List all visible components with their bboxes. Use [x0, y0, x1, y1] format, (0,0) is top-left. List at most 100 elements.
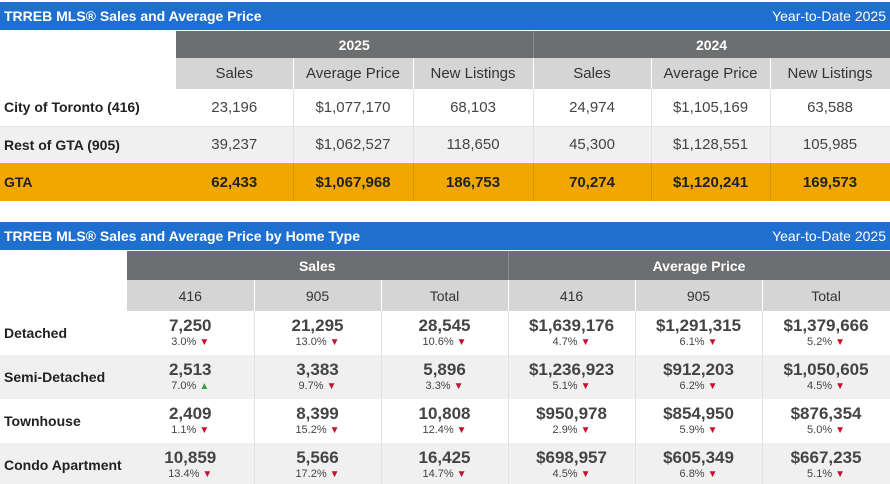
summary-period: Year-to-Date 2025 — [772, 8, 886, 24]
change-line: 5.2% ▼ — [763, 336, 890, 349]
cell-value: $1,050,605 — [783, 360, 869, 379]
table-cell: 10,859 13.4% ▼ — [127, 443, 255, 484]
triangle-down-icon: ▼ — [707, 381, 718, 392]
row-label: Condo Apartment — [0, 443, 127, 484]
triangle-down-icon: ▼ — [456, 337, 467, 348]
cell-value: $876,354 — [790, 404, 862, 423]
change-percent: 6.2% — [679, 380, 705, 392]
by-type-corner — [0, 251, 127, 311]
column-header: Sales — [176, 58, 294, 89]
summary-column-row: Sales Average Price New Listings Sales A… — [0, 58, 890, 89]
change-percent: 5.2% — [807, 336, 833, 348]
table-cell: 10,808 12.4% ▼ — [381, 399, 509, 443]
cell-value: 2,409 — [168, 404, 212, 423]
change-percent: 4.5% — [552, 468, 578, 480]
table-cell: $698,957 4.5% ▼ — [508, 443, 636, 484]
triangle-down-icon: ▼ — [707, 469, 718, 480]
row-label: Rest of GTA (905) — [0, 126, 176, 163]
triangle-down-icon: ▼ — [707, 337, 718, 348]
change-percent: 4.5% — [807, 380, 833, 392]
change-line: 13.4% ▼ — [127, 468, 254, 481]
table-row: Condo Apartment 10,859 13.4% ▼ 5,566 17.2% ▼ 16… — [0, 443, 890, 484]
table-cell: 8,399 15.2% ▼ — [254, 399, 382, 443]
cell-value: $912,203 — [663, 360, 734, 379]
table-cell: 7,250 3.0% ▼ — [127, 311, 255, 355]
change-line: 17.2% ▼ — [255, 468, 381, 481]
table-cell: $1,050,605 4.5% ▼ — [762, 355, 890, 399]
table-cell: 24,974 — [533, 89, 652, 127]
change-percent: 1.1% — [171, 424, 197, 436]
change-line: 4.7% ▼ — [509, 336, 635, 349]
cell-value: 3,383 — [296, 360, 339, 379]
change-percent: 13.4% — [168, 468, 200, 480]
table-cell: 45,300 — [533, 126, 652, 163]
table-cell: $854,950 5.9% ▼ — [635, 399, 763, 443]
summary-corner — [0, 31, 176, 89]
table-row: Detached 7,250 3.0% ▼ 21,295 13.0% ▼ 28,545 10.6… — [0, 311, 890, 355]
cell-value: 5,566 — [296, 448, 339, 467]
cell-value: $605,349 — [663, 448, 734, 467]
table-cell: 169,573 — [770, 163, 890, 201]
table-cell: 5,896 3.3% ▼ — [381, 355, 509, 399]
triangle-down-icon: ▼ — [199, 337, 210, 348]
change-line: 1.1% ▼ — [127, 424, 254, 437]
table-cell: 105,985 — [770, 126, 890, 163]
table-cell: $876,354 5.0% ▼ — [762, 399, 890, 443]
cell-value: 10,859 — [164, 448, 217, 467]
change-percent: 6.1% — [679, 336, 705, 348]
cell-value: 10,808 — [418, 404, 471, 423]
cell-value: $1,379,666 — [783, 316, 869, 335]
summary-year-row: 2025 2024 — [0, 31, 890, 89]
cell-value: 8,399 — [296, 404, 339, 423]
table-cell: $1,062,527 — [293, 126, 414, 163]
change-line: 6.2% ▼ — [636, 380, 762, 393]
by-type-table: Sales Average Price 416 905 Total 416 90… — [0, 251, 890, 484]
table-cell: $1,639,176 4.7% ▼ — [508, 311, 636, 355]
table-cell: 3,383 9.7% ▼ — [254, 355, 382, 399]
change-percent: 14.7% — [422, 468, 454, 480]
cell-value: $698,957 — [536, 448, 607, 467]
triangle-down-icon: ▼ — [580, 381, 591, 392]
triangle-up-icon: ▲ — [199, 381, 210, 392]
change-percent: 15.2% — [295, 424, 327, 436]
summary-title: TRREB MLS® Sales and Average Price — [4, 8, 262, 24]
change-line: 13.0% ▼ — [255, 336, 381, 349]
table-cell: $1,067,968 — [293, 163, 414, 201]
table-cell: 62,433 — [176, 163, 294, 201]
group-header-sales: Sales — [127, 251, 509, 280]
column-header: Total — [762, 280, 890, 311]
by-type-group-row: Sales Average Price — [0, 251, 890, 311]
table-cell: 39,237 — [176, 126, 294, 163]
change-line: 5.0% ▼ — [763, 424, 890, 437]
column-header: 905 — [635, 280, 763, 311]
row-label: GTA — [0, 163, 176, 201]
change-line: 10.6% ▼ — [382, 336, 508, 349]
table-cell: 118,650 — [413, 126, 534, 163]
change-percent: 5.1% — [807, 468, 833, 480]
triangle-down-icon: ▼ — [707, 425, 718, 436]
summary-title-bar: TRREB MLS® Sales and Average Price Year-… — [0, 2, 890, 30]
triangle-down-icon: ▼ — [202, 469, 213, 480]
change-line: 9.7% ▼ — [255, 380, 381, 393]
cell-value: 7,250 — [168, 316, 212, 335]
change-percent: 2.9% — [552, 424, 578, 436]
table-cell: 68,103 — [413, 89, 534, 127]
group-header-average-price: Average Price — [508, 251, 890, 280]
change-percent: 6.8% — [679, 468, 705, 480]
table-cell: 70,274 — [533, 163, 652, 201]
triangle-down-icon: ▼ — [326, 381, 337, 392]
change-percent: 9.7% — [298, 380, 324, 392]
cell-value: $854,950 — [663, 404, 734, 423]
table-cell: 63,588 — [770, 89, 890, 127]
triangle-down-icon: ▼ — [199, 425, 210, 436]
table-row: Rest of GTA (905) 39,237 $1,062,527 118,… — [0, 126, 890, 163]
triangle-down-icon: ▼ — [580, 337, 591, 348]
change-line: 6.8% ▼ — [636, 468, 762, 481]
column-header: Sales — [533, 58, 652, 89]
table-cell: 5,566 17.2% ▼ — [254, 443, 382, 484]
triangle-down-icon: ▼ — [329, 469, 340, 480]
table-cell: 16,425 14.7% ▼ — [381, 443, 509, 484]
table-cell: $1,128,551 — [651, 126, 771, 163]
change-line: 6.1% ▼ — [636, 336, 762, 349]
change-percent: 10.6% — [422, 336, 454, 348]
